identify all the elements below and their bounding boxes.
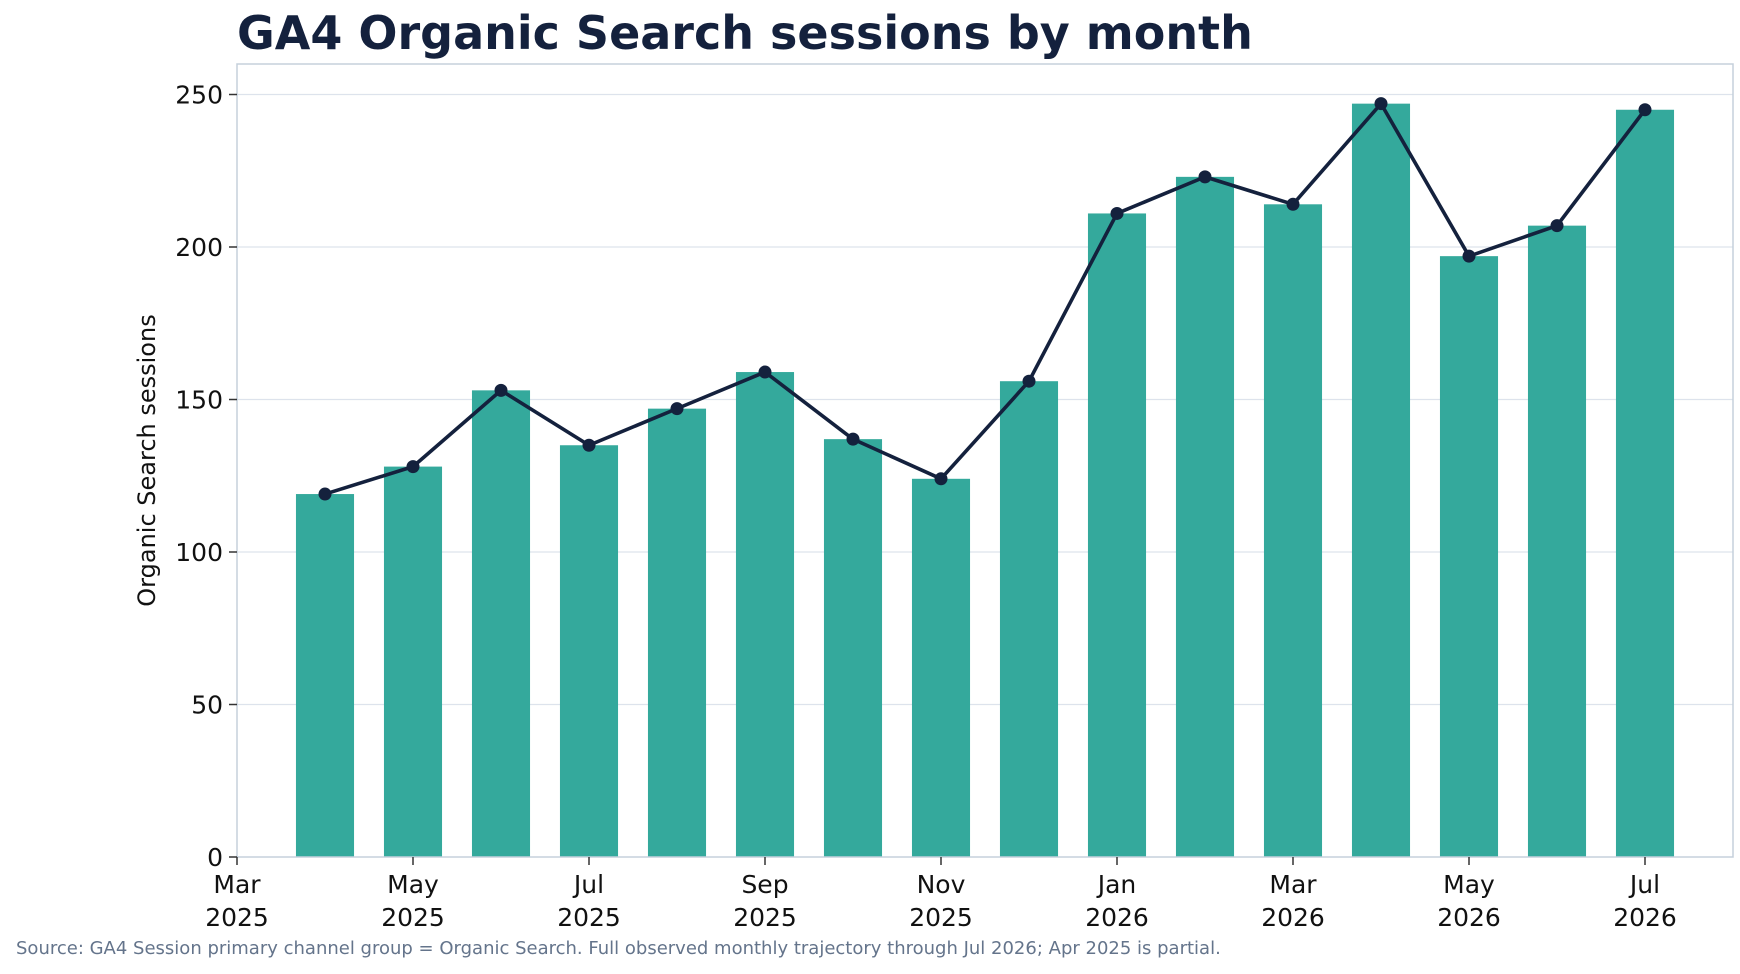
trend-line bbox=[318, 97, 1652, 501]
gridlines bbox=[237, 93, 1733, 706]
bar-2025-07 bbox=[559, 445, 619, 857]
bar-2026-02 bbox=[1175, 176, 1235, 858]
point-2025-10 bbox=[846, 432, 860, 446]
y-tick-label-4: 200 bbox=[175, 233, 223, 262]
x-tick-year-3: 2025 bbox=[733, 903, 797, 932]
bar-2025-04 bbox=[295, 494, 355, 857]
bar-2026-05 bbox=[1439, 256, 1499, 857]
x-tick-month-3: Sep bbox=[741, 870, 788, 899]
point-2026-04 bbox=[1374, 97, 1388, 111]
x-tick-month-8: Jul bbox=[1628, 870, 1660, 899]
bar-2025-11 bbox=[911, 478, 971, 857]
point-2025-12 bbox=[1022, 374, 1036, 388]
bars bbox=[295, 103, 1675, 858]
x-tick-year-8: 2026 bbox=[1613, 903, 1677, 932]
y-tick-label-2: 100 bbox=[175, 538, 223, 567]
x-tick-month-7: May bbox=[1443, 870, 1495, 899]
source-note: Source: GA4 Session primary channel grou… bbox=[16, 938, 1221, 959]
point-2025-09 bbox=[758, 365, 772, 379]
y-tick-label-1: 50 bbox=[191, 691, 223, 720]
point-2026-05 bbox=[1462, 249, 1476, 263]
x-tick-month-1: May bbox=[387, 870, 439, 899]
bar-2026-07 bbox=[1615, 109, 1675, 857]
x-tick-month-5: Jan bbox=[1096, 870, 1137, 899]
x-tick-month-2: Jul bbox=[572, 870, 604, 899]
y-axis: 0 50 100 150 200 250 bbox=[175, 81, 237, 872]
point-2025-06 bbox=[494, 383, 508, 397]
point-2026-03 bbox=[1286, 197, 1300, 211]
bar-2026-03 bbox=[1263, 204, 1323, 858]
bar-2025-12 bbox=[999, 381, 1059, 857]
y-tick-label-0: 0 bbox=[207, 843, 223, 872]
x-tick-year-4: 2025 bbox=[909, 903, 973, 932]
bar-2026-01 bbox=[1087, 213, 1147, 857]
bar-2025-09 bbox=[735, 372, 795, 857]
bar-2025-08 bbox=[647, 408, 707, 857]
x-tick-year-7: 2026 bbox=[1437, 903, 1501, 932]
bar-2025-10 bbox=[823, 439, 883, 857]
x-tick-month-4: Nov bbox=[917, 870, 966, 899]
x-tick-month-0: Mar bbox=[213, 870, 261, 899]
point-2026-01 bbox=[1110, 206, 1124, 220]
point-2025-05 bbox=[406, 460, 420, 474]
trend-polyline bbox=[324, 101, 1647, 496]
bar-2026-06 bbox=[1527, 225, 1587, 857]
x-axis: Mar 2025 May 2025 Jul 2025 Sep 2025 Nov 2025 Jan 20… bbox=[205, 857, 1677, 932]
axes-frame bbox=[236, 63, 1734, 858]
y-tick-label-5: 250 bbox=[175, 81, 223, 110]
x-tick-year-5: 2026 bbox=[1085, 903, 1149, 932]
point-2026-07 bbox=[1638, 103, 1652, 117]
x-tick-year-1: 2025 bbox=[381, 903, 445, 932]
chart-title: GA4 Organic Search sessions by month bbox=[237, 6, 1253, 60]
point-2025-04 bbox=[318, 487, 332, 501]
bar-2025-06 bbox=[471, 390, 531, 857]
point-2025-08 bbox=[670, 402, 684, 416]
x-tick-year-0: 2025 bbox=[205, 903, 269, 932]
point-2025-11 bbox=[934, 472, 948, 486]
bar-2025-05 bbox=[383, 466, 443, 857]
x-tick-year-2: 2025 bbox=[557, 903, 621, 932]
y-axis-label: Organic Search sessions bbox=[133, 314, 161, 606]
x-tick-month-6: Mar bbox=[1269, 870, 1317, 899]
point-2026-06 bbox=[1550, 219, 1564, 233]
point-2025-07 bbox=[582, 438, 596, 452]
bar-2026-04 bbox=[1351, 103, 1411, 857]
y-tick-label-3: 150 bbox=[175, 386, 223, 415]
plot-frame bbox=[236, 63, 1734, 858]
point-2026-02 bbox=[1198, 170, 1212, 184]
x-tick-year-6: 2026 bbox=[1261, 903, 1325, 932]
